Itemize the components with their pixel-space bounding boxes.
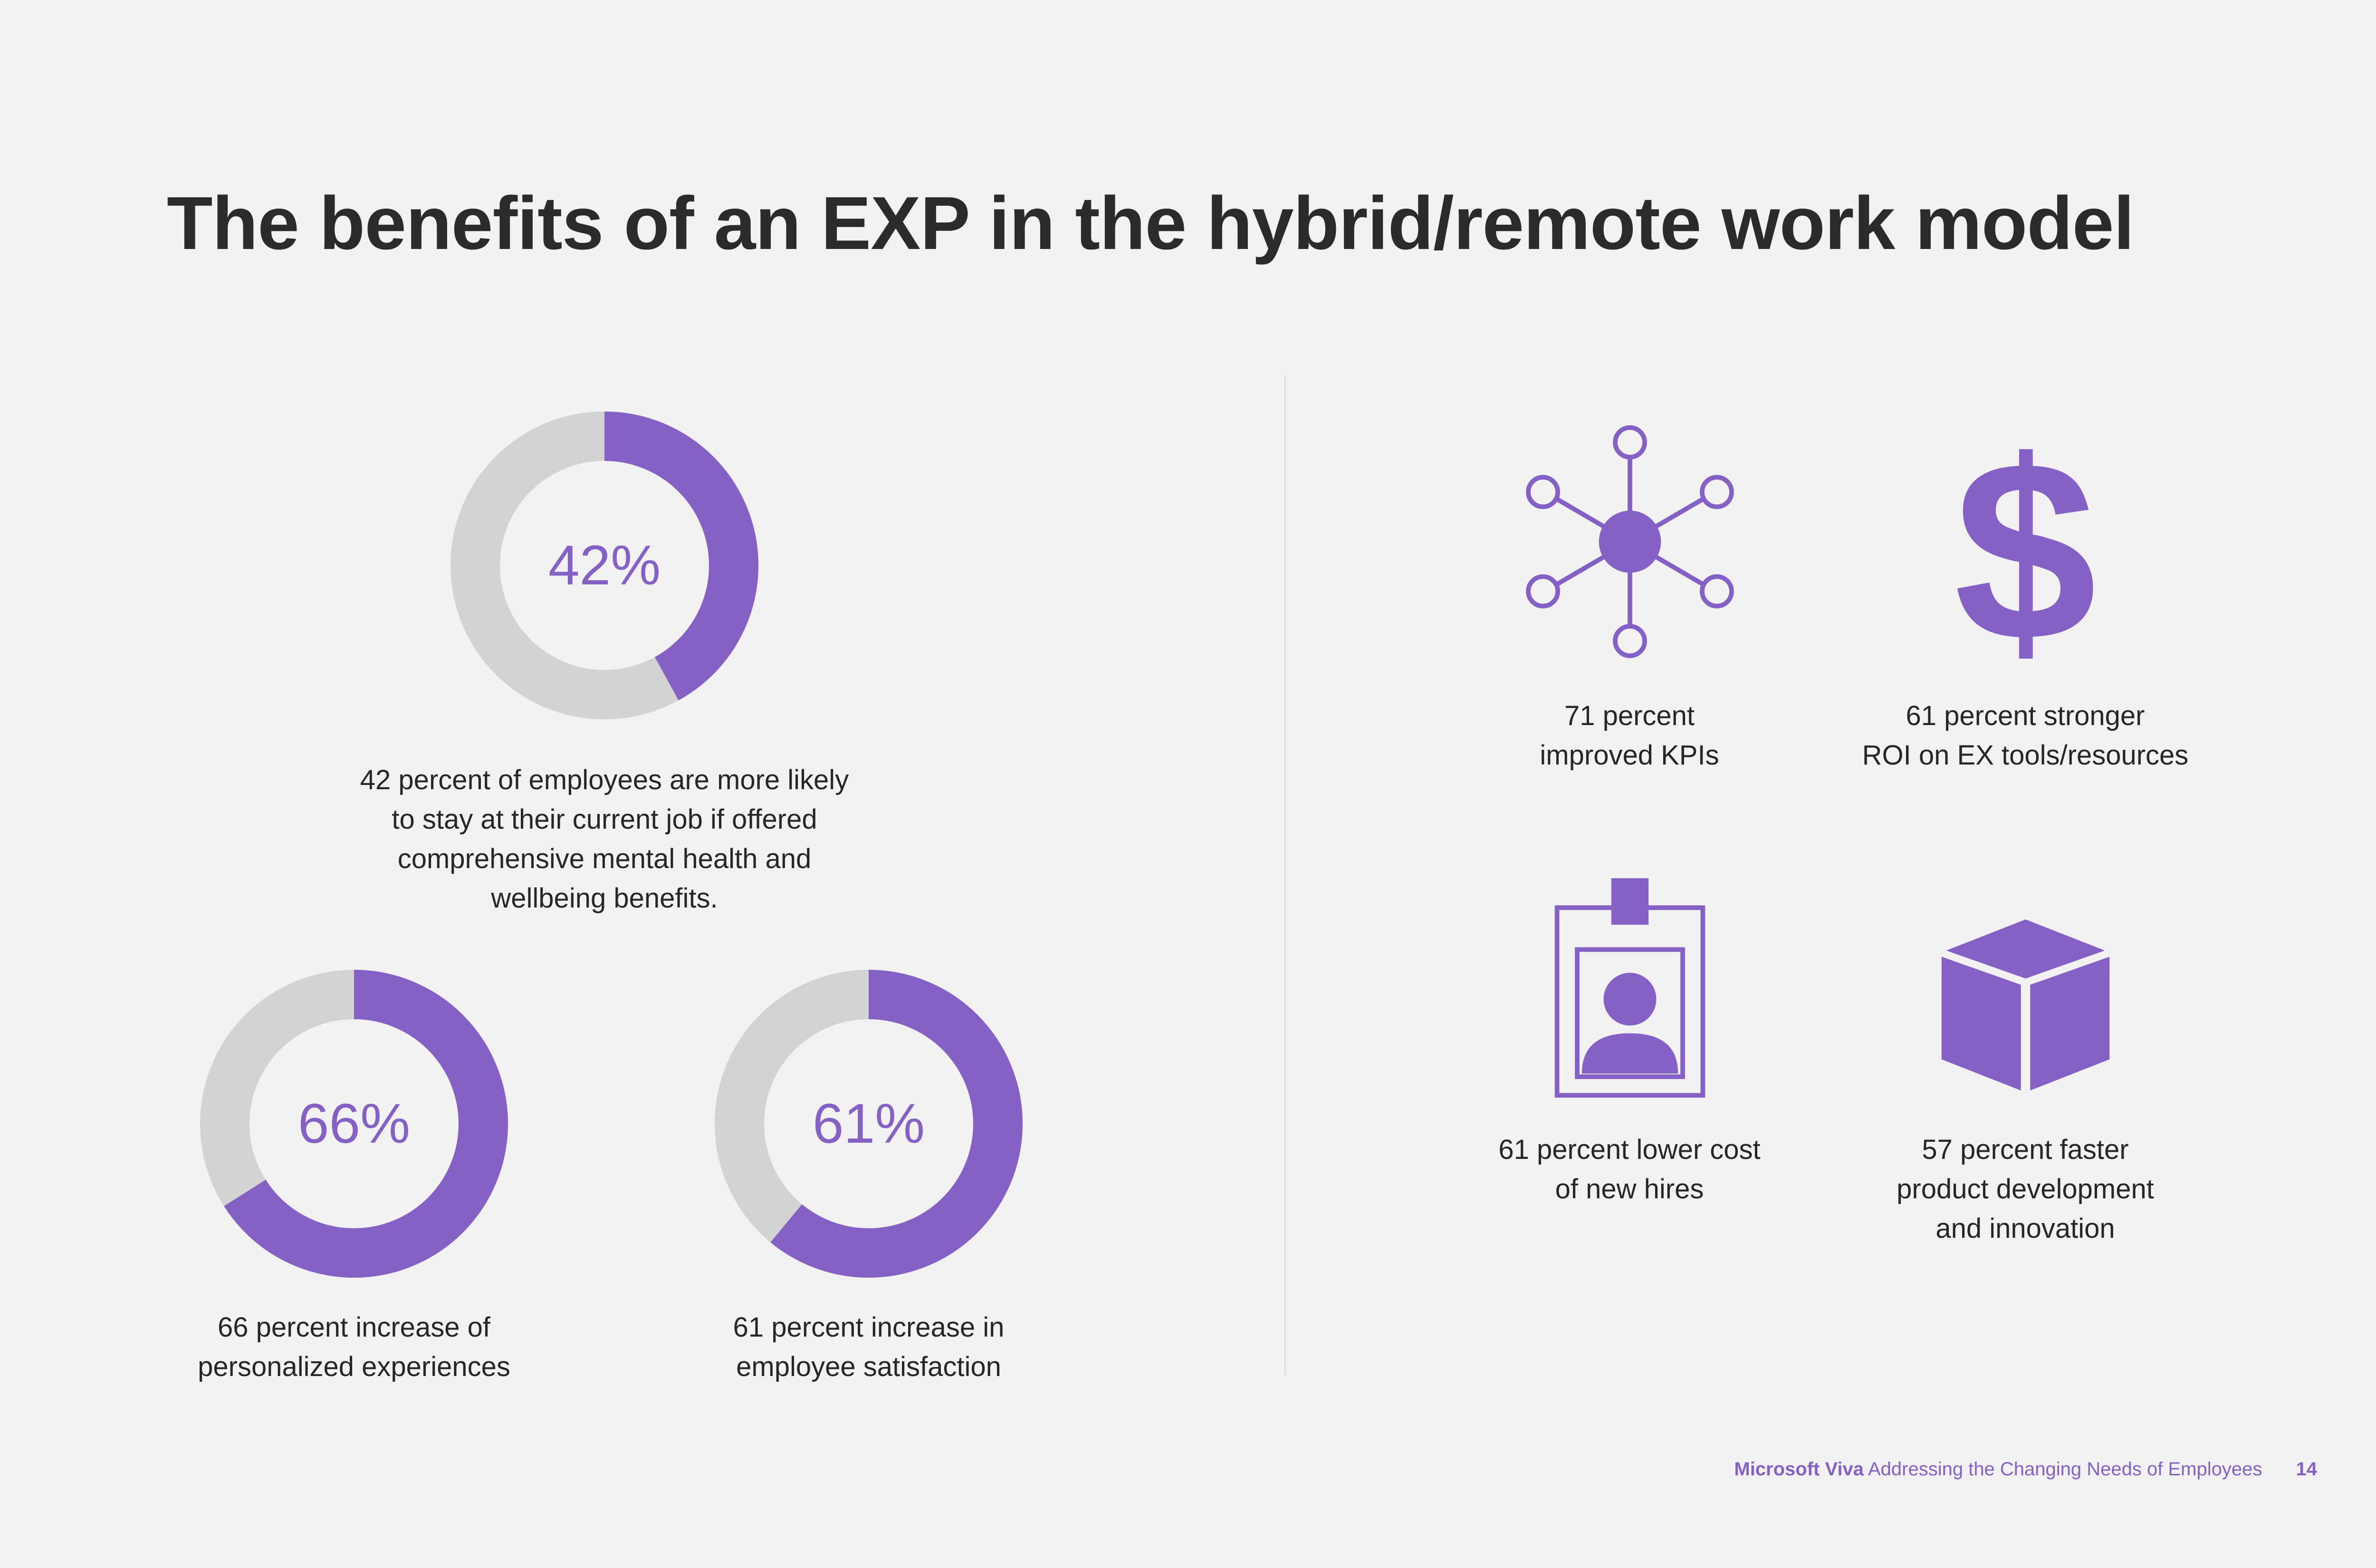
caption-line: 57 percent faster xyxy=(1922,1134,2129,1165)
stat-caption-kpis: 71 percent improved KPIs xyxy=(1392,696,1867,775)
caption-line: of new hires xyxy=(1555,1174,1704,1205)
caption-line: 42 percent of employees are more likely xyxy=(360,765,849,795)
footer: Microsoft Viva Addressing the Changing N… xyxy=(1734,1459,2317,1480)
footer-doc-title: Addressing the Changing Needs of Employe… xyxy=(1868,1459,2262,1480)
stat-caption-hires: 61 percent lower cost of new hires xyxy=(1392,1130,1867,1209)
caption-line: 61 percent increase in xyxy=(733,1312,1005,1343)
caption-line: to stay at their current job if offered xyxy=(392,804,817,835)
footer-brand: Microsoft Viva xyxy=(1734,1459,1864,1480)
donut-percent-label: 61% xyxy=(812,1092,925,1155)
stat-caption-roi: 61 percent stronger ROI on EX tools/reso… xyxy=(1788,696,2263,775)
caption-line: ROI on EX tools/resources xyxy=(1862,740,2189,771)
network-icon xyxy=(1526,425,1734,658)
donut-arc xyxy=(715,970,1023,1278)
caption-line: wellbeing benefits. xyxy=(491,883,718,914)
caption-line: employee satisfaction xyxy=(736,1351,1001,1382)
caption-line: and innovation xyxy=(1935,1213,2115,1244)
caption-line: 66 percent increase of xyxy=(218,1312,490,1343)
donut-arc xyxy=(450,411,758,719)
divider xyxy=(1284,375,1286,1376)
caption-line: improved KPIs xyxy=(1540,740,1719,771)
page-title: The benefits of an EXP in the hybrid/rem… xyxy=(167,182,2135,265)
donut-caption: 66 percent increase of personalized expe… xyxy=(116,1308,592,1386)
caption-line: personalized experiences xyxy=(198,1351,510,1382)
caption-line: comprehensive mental health and xyxy=(397,843,812,874)
caption-line: product development xyxy=(1897,1174,2154,1205)
donut-percent-label: 42% xyxy=(548,534,661,597)
caption-line: 71 percent xyxy=(1564,700,1695,731)
dollar-icon: $ xyxy=(1954,408,2097,694)
stat-caption-innovation: 57 percent faster product development an… xyxy=(1788,1130,2263,1248)
donut-chart-42: 42% xyxy=(448,409,761,722)
page-number: 14 xyxy=(2296,1459,2318,1480)
cube-icon xyxy=(1941,919,2110,1090)
donut-arc xyxy=(200,970,508,1278)
caption-line: 61 percent stronger xyxy=(1906,700,2145,731)
donut-percent-label: 66% xyxy=(297,1092,411,1155)
id-badge-icon xyxy=(1554,878,1705,1098)
donut-caption: 42 percent of employees are more likely … xyxy=(319,760,890,918)
donut-chart-61: 61% xyxy=(712,967,1025,1281)
donut-chart-66: 66% xyxy=(197,967,511,1281)
donut-caption: 61 percent increase in employee satisfac… xyxy=(631,1308,1106,1386)
caption-line: 61 percent lower cost xyxy=(1498,1134,1761,1165)
